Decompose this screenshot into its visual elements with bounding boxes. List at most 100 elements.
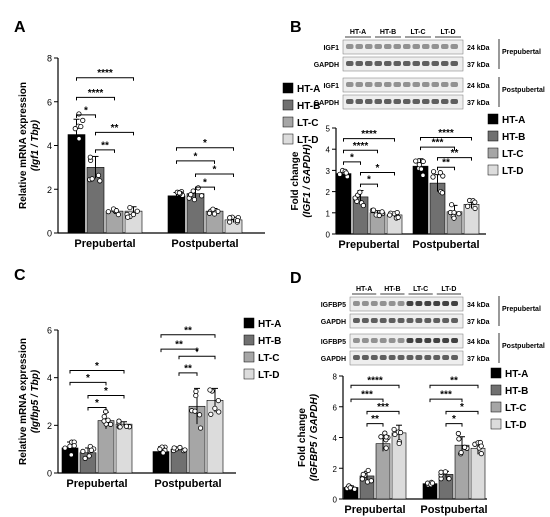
data-point xyxy=(430,169,437,175)
blot-kda-label: 34 kDa xyxy=(467,339,490,346)
legend-swatch xyxy=(490,384,502,396)
data-point xyxy=(87,154,93,160)
blot-band xyxy=(442,338,450,343)
legend-label: HT-A xyxy=(258,319,281,330)
data-point xyxy=(360,202,366,209)
blot-band xyxy=(433,338,441,343)
data-point xyxy=(458,449,464,456)
data-point xyxy=(439,190,445,196)
data-point xyxy=(206,210,213,216)
data-point xyxy=(347,485,353,491)
legend-label: LT-D xyxy=(502,166,523,177)
significance-label: * xyxy=(350,152,354,163)
blot-kda-label: 37 kDa xyxy=(467,100,490,107)
data-point xyxy=(207,387,213,393)
significance-bracket xyxy=(429,398,463,403)
data-point xyxy=(455,430,461,437)
legend-swatch xyxy=(487,113,499,125)
data-point xyxy=(395,214,401,221)
bar-ht-a xyxy=(167,195,186,234)
data-point xyxy=(365,467,371,474)
blot-band xyxy=(353,301,360,306)
data-point xyxy=(71,443,77,449)
data-point xyxy=(191,196,198,203)
bar-lt-d xyxy=(470,447,486,500)
significance-bracket xyxy=(350,384,400,389)
y-tick-label: 6 xyxy=(47,97,52,107)
blot-band xyxy=(346,44,354,49)
y-tick-label: 8 xyxy=(47,54,52,64)
y-tick-label: 5 xyxy=(326,125,331,134)
data-point xyxy=(383,445,389,451)
significance-bracket xyxy=(76,96,115,101)
blot-band xyxy=(412,61,420,66)
significance-bracket xyxy=(160,334,216,338)
significance-label: **** xyxy=(367,376,383,387)
data-point xyxy=(216,409,222,415)
blot-section-label: Postpubertal xyxy=(502,343,545,350)
blot-band xyxy=(431,82,439,87)
significance-label: ** xyxy=(451,148,459,159)
blot-band xyxy=(422,44,430,49)
data-point xyxy=(134,208,140,214)
category-label: Prepubertal xyxy=(66,478,127,490)
bar-ht-a xyxy=(412,165,429,235)
y-tick-label: 6 xyxy=(47,326,52,336)
data-point xyxy=(97,178,103,184)
legend-label: LT-D xyxy=(297,135,318,146)
blot-band xyxy=(433,301,441,306)
data-point xyxy=(456,211,462,217)
y-axis-label: Fold change xyxy=(297,408,308,467)
blot-band xyxy=(346,99,354,104)
blot-group-label: HT-B xyxy=(380,29,396,36)
y-tick-label: 4 xyxy=(333,434,338,443)
panel-B: B 0 1 2 3 4 5 Fold change (IGF1 / GAPDH) Prepuber… xyxy=(290,19,525,251)
legend-swatch xyxy=(490,401,502,413)
data-point xyxy=(387,212,393,218)
blot-group-label: LT-D xyxy=(441,286,456,293)
blot-kda-label: 24 kDa xyxy=(467,83,490,90)
blot-band xyxy=(433,318,441,323)
data-point xyxy=(465,203,471,209)
blot-band xyxy=(353,338,360,343)
significance-label: *** xyxy=(440,390,452,401)
significance-bracket xyxy=(69,370,125,374)
category-label: Postpubertal xyxy=(420,504,487,516)
data-point xyxy=(123,423,130,429)
blot-band xyxy=(379,301,387,306)
blot-band xyxy=(365,44,373,49)
data-point xyxy=(352,486,358,492)
legend-label: LT-D xyxy=(258,370,279,381)
significance-label: **** xyxy=(97,68,113,79)
blot-band xyxy=(370,338,378,343)
significance-bracket xyxy=(95,131,134,136)
data-point xyxy=(420,158,426,165)
blot-band xyxy=(370,355,378,360)
significance-label: *** xyxy=(361,390,373,401)
data-point xyxy=(210,206,216,212)
blot-band xyxy=(412,99,420,104)
blot-band xyxy=(397,318,405,323)
category-label: Postpubertal xyxy=(412,239,479,251)
legend-swatch xyxy=(282,99,294,111)
y-tick-label: 0 xyxy=(47,229,52,239)
blot-band xyxy=(353,355,360,360)
data-point xyxy=(182,447,188,453)
significance-bracket xyxy=(420,146,455,151)
blot-band xyxy=(403,61,411,66)
data-point xyxy=(383,434,389,440)
data-point xyxy=(76,111,82,117)
blot-band xyxy=(361,318,369,323)
data-point xyxy=(67,443,73,449)
blot-group-label: LT-C xyxy=(413,286,428,293)
blot-band xyxy=(441,82,449,87)
significance-label: ** xyxy=(450,376,458,387)
y-tick-label: 2 xyxy=(47,421,52,431)
significance-label: ** xyxy=(371,414,379,425)
y-tick-label: 1 xyxy=(326,209,331,218)
significance-label: * xyxy=(195,347,199,358)
significance-bracket xyxy=(343,149,378,154)
blot-band xyxy=(353,318,360,323)
data-point xyxy=(101,413,107,420)
